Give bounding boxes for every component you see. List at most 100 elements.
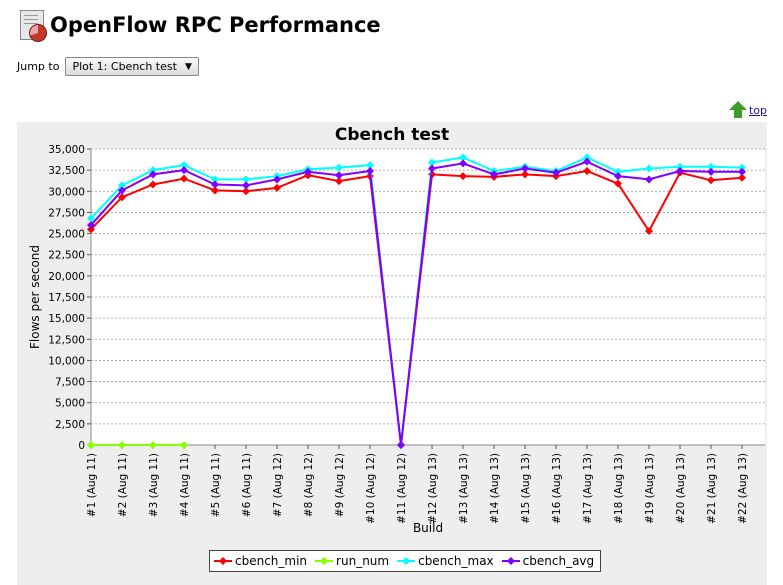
data-point [583, 153, 591, 162]
x-tick-label: #18 (Aug 13) [613, 453, 625, 524]
y-axis-label: Flows per second [28, 245, 42, 349]
y-tick-label: 25,000 [48, 229, 85, 241]
data-point [149, 166, 157, 175]
data-point [552, 168, 560, 177]
x-tick-label: #21 (Aug 13) [706, 453, 718, 524]
legend-label: run_num [336, 554, 390, 568]
x-tick-label: #1 (Aug 11) [86, 453, 98, 517]
data-point [738, 163, 746, 172]
data-point [707, 176, 715, 185]
data-point [118, 441, 126, 449]
page-header: OpenFlow RPC Performance [20, 9, 381, 42]
data-point [459, 159, 467, 168]
x-tick-label: #8 (Aug 12) [303, 453, 315, 517]
legend-marker-icon [397, 557, 416, 565]
data-point [118, 193, 126, 202]
data-point [180, 161, 188, 170]
data-point [645, 227, 653, 236]
y-tick-label: 27,500 [48, 207, 85, 219]
data-point [87, 441, 95, 449]
x-tick-label: #9 (Aug 12) [334, 453, 346, 517]
data-point [490, 170, 498, 179]
legend-item-run_num: run_num [315, 554, 389, 568]
data-point [428, 158, 436, 167]
y-tick-label: 17,500 [48, 292, 85, 304]
legend-item-cbench_max: cbench_max [397, 554, 494, 568]
legend-marker-icon [214, 557, 232, 565]
y-tick-label: 2,500 [55, 419, 85, 431]
x-tick-label: #15 (Aug 13) [520, 453, 532, 524]
data-point [335, 171, 343, 180]
data-point [211, 175, 219, 184]
data-point [273, 183, 281, 192]
jump-to-label: Jump to [17, 60, 60, 73]
data-point [180, 441, 188, 449]
top-link-label[interactable]: top [748, 103, 767, 117]
x-tick-label: #16 (Aug 13) [551, 453, 563, 524]
y-tick-label: 35,000 [48, 144, 85, 156]
data-point [149, 170, 157, 179]
x-tick-label: #11 (Aug 12) [396, 453, 408, 524]
y-tick-label: 32,500 [48, 165, 85, 177]
plot-select-value: Plot 1: Cbench test [72, 60, 177, 73]
data-point [118, 181, 126, 190]
x-tick-label: #2 (Aug 11) [117, 453, 129, 517]
data-point [149, 441, 157, 449]
chart-legend: cbench_min run_num cbench_max cbench_avg [209, 550, 602, 572]
data-point [242, 181, 250, 190]
page-title: OpenFlow RPC Performance [50, 13, 381, 37]
x-tick-label: #3 (Aug 11) [148, 453, 160, 517]
plot-select[interactable]: Plot 1: Cbench test ▼ [65, 57, 199, 76]
series-run_num [87, 441, 188, 449]
chart-panel: Cbench test 0 2,500 5,000 7,500 10,000 12,500 1… [17, 122, 767, 585]
data-point [211, 186, 219, 195]
data-point [304, 167, 312, 176]
jump-to-control: Jump to Plot 1: Cbench test ▼ [17, 57, 199, 76]
data-point [738, 167, 746, 176]
data-point [707, 167, 715, 176]
x-tick-label: #20 (Aug 13) [675, 453, 687, 524]
legend-item-cbench_min: cbench_min [214, 554, 307, 568]
data-point [521, 170, 529, 179]
data-point [459, 153, 467, 162]
data-point [180, 166, 188, 175]
data-point [583, 166, 591, 175]
x-tick-label: #5 (Aug 11) [210, 453, 222, 517]
dropdown-arrow-icon: ▼ [184, 61, 192, 72]
data-point [645, 164, 653, 173]
data-point [211, 180, 219, 189]
report-logo-icon [20, 10, 47, 42]
legend-label: cbench_min [235, 554, 308, 568]
data-point [87, 221, 95, 230]
data-point [614, 172, 622, 181]
legend-label: cbench_max [418, 554, 494, 568]
data-point [428, 164, 436, 173]
chart: Cbench test 0 2,500 5,000 7,500 10,000 12,500 1… [28, 125, 765, 535]
x-tick-label: #10 (Aug 12) [365, 453, 377, 524]
x-tick-label: #4 (Aug 11) [179, 453, 191, 517]
data-point [521, 164, 529, 173]
data-point [614, 167, 622, 176]
y-tick-label: 15,000 [48, 313, 85, 325]
series-line [90, 160, 742, 446]
data-point [645, 175, 653, 184]
x-tick-label: #19 (Aug 13) [644, 453, 656, 524]
y-tick-label: 7,500 [55, 377, 85, 389]
x-tick-label: #17 (Aug 13) [582, 453, 594, 524]
legend-marker-icon [501, 557, 520, 565]
x-axis-label: Build [413, 521, 443, 535]
series-cbench_avg [87, 157, 746, 449]
top-link[interactable]: top [728, 101, 767, 119]
data-point [149, 180, 157, 189]
y-tick-label: 5,000 [55, 398, 85, 410]
y-tick-label: 12,500 [48, 334, 85, 346]
up-arrow-icon [728, 101, 747, 119]
y-tick-label: 10,000 [48, 355, 85, 367]
data-point [273, 175, 281, 184]
data-point [707, 162, 715, 171]
data-point [738, 173, 746, 182]
data-point [118, 186, 126, 195]
legend-marker-icon [315, 557, 334, 565]
data-point [335, 163, 343, 172]
data-point [583, 157, 591, 166]
